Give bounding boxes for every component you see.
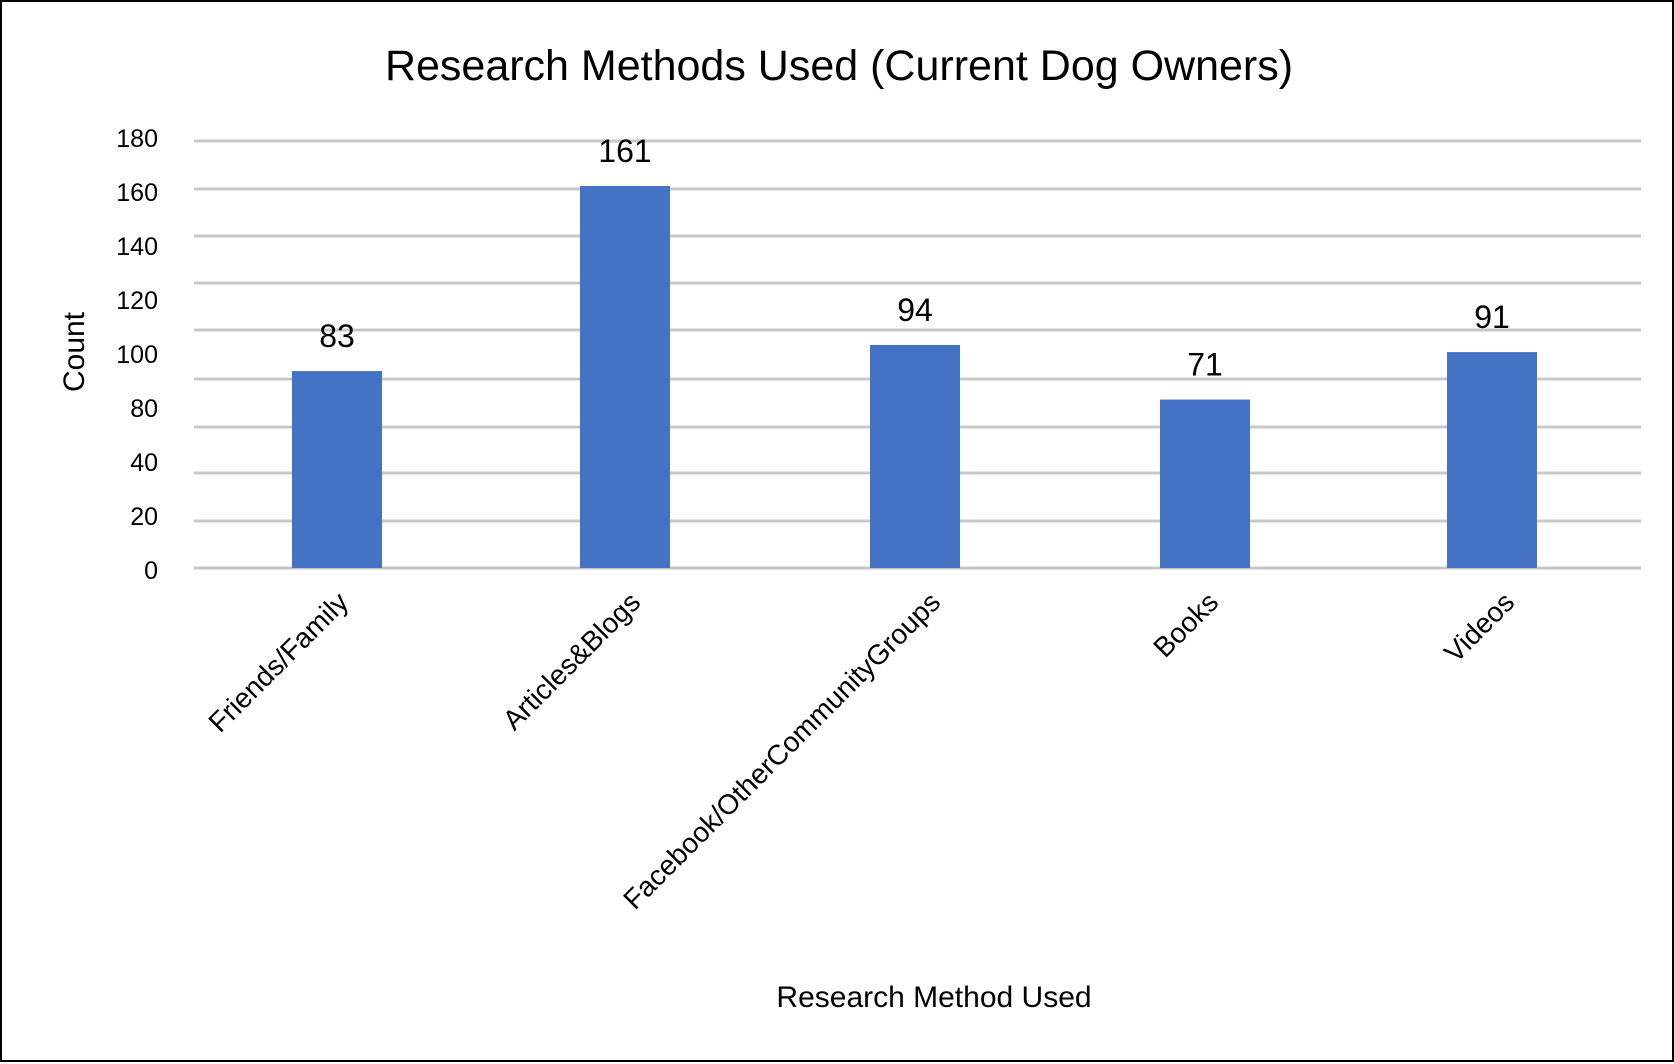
- y-tick-label: 20: [130, 503, 158, 531]
- bar: [870, 344, 960, 568]
- x-axis-categories: Friends/Family Articles&BlogsFacebook/Oth…: [203, 586, 1521, 915]
- data-label: 161: [598, 133, 651, 169]
- y-tick-label: 40: [130, 449, 158, 477]
- data-label: 71: [1187, 347, 1223, 383]
- y-tick-label: 0: [144, 557, 158, 585]
- x-category-label: Books: [1147, 586, 1224, 663]
- y-tick-label: 140: [116, 233, 158, 261]
- bar: [1160, 399, 1250, 568]
- bars: [292, 186, 1537, 568]
- y-tick-label: 160: [116, 179, 158, 207]
- x-category-label: Facebook/OtherCommunityGroups: [617, 586, 946, 915]
- bar: [1447, 352, 1537, 568]
- data-label: 94: [897, 292, 933, 328]
- data-labels: 83 161 94 71 91: [319, 133, 1510, 383]
- data-label: 91: [1474, 299, 1510, 335]
- y-axis-ticks: 0 20 40 80 100 120 140 160 180: [116, 125, 158, 585]
- y-axis-title: Count: [58, 311, 91, 392]
- y-tick-label: 80: [130, 395, 158, 423]
- chart-title: Research Methods Used (Current Dog Owner…: [385, 42, 1293, 90]
- y-tick-label: 180: [116, 125, 158, 153]
- x-category-label: Videos: [1438, 586, 1520, 668]
- x-category-label: Articles&Blogs: [497, 586, 647, 736]
- bar: [580, 186, 670, 568]
- data-label: 83: [319, 318, 355, 354]
- bar: [292, 371, 382, 568]
- y-tick-label: 120: [116, 287, 158, 315]
- y-tick-label: 100: [116, 341, 158, 369]
- x-category-label: Friends/Family: [203, 586, 355, 738]
- x-axis-title: Research Method Used: [776, 981, 1091, 1014]
